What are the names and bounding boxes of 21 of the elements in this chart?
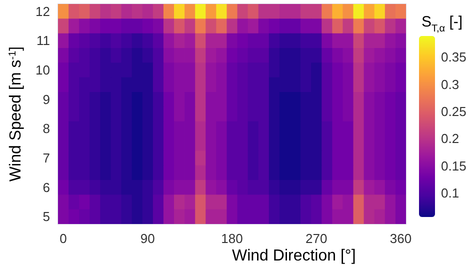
y-tick-label: 11 xyxy=(36,33,50,48)
color-bar-label: 0.2 xyxy=(441,131,460,146)
color-bar-label: 0.35 xyxy=(441,50,466,65)
y-tick-label: 6 xyxy=(42,180,50,195)
x-tick-label: 180 xyxy=(221,231,243,246)
x-tick-label: 0 xyxy=(60,231,67,246)
y-tick-label: 9 xyxy=(42,92,50,107)
y-tick-label: 8 xyxy=(42,121,50,136)
y-axis-title: Wind Speed [m s-1] xyxy=(8,46,24,182)
x-tick-label: 270 xyxy=(306,231,328,246)
color-bar-label: 0.25 xyxy=(441,104,466,120)
y-tick-label: 12 xyxy=(36,4,50,19)
y-tick-label: 10 xyxy=(36,62,50,78)
y-tick-label: 5 xyxy=(42,209,50,224)
y-tick-label: 7 xyxy=(42,150,50,166)
color-bar-label: 0.3 xyxy=(441,76,460,92)
x-axis-title: Wind Direction [°] xyxy=(232,248,356,264)
x-tick-label: 360 xyxy=(390,231,412,246)
color-bar-label: 0.1 xyxy=(441,186,460,201)
color-bar-label: 0.15 xyxy=(441,158,466,174)
x-tick-label: 90 xyxy=(140,231,155,246)
